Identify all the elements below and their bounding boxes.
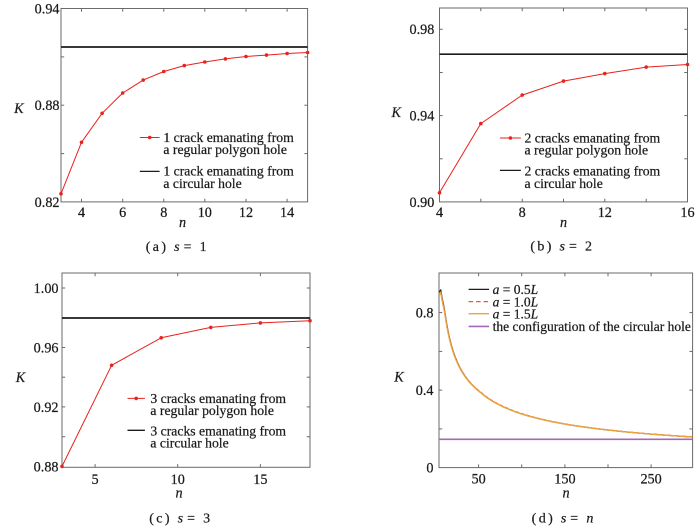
svg-text:8: 8 <box>160 205 167 221</box>
svg-text:5: 5 <box>92 472 99 488</box>
svg-text:K: K <box>15 370 27 386</box>
svg-text:n: n <box>175 486 182 502</box>
svg-text:K: K <box>13 101 25 117</box>
svg-text:1.00: 1.00 <box>34 281 59 297</box>
svg-text:250: 250 <box>640 472 661 488</box>
svg-text:K: K <box>393 369 405 385</box>
svg-text:( a ) s = 1: ( a ) s = 1 <box>146 240 207 255</box>
svg-text:16: 16 <box>680 205 694 221</box>
svg-text:3 cracks emanating from: 3 cracks emanating from <box>150 424 286 439</box>
svg-text:0.92: 0.92 <box>34 400 59 416</box>
svg-text:n: n <box>562 486 569 502</box>
svg-text:10: 10 <box>198 205 212 221</box>
svg-text:( c ) s = 3: ( c ) s = 3 <box>149 511 210 526</box>
svg-text:0.82: 0.82 <box>35 195 60 211</box>
svg-text:a circular hole: a circular hole <box>163 176 241 191</box>
svg-text:12: 12 <box>239 205 253 221</box>
svg-text:0.98: 0.98 <box>409 22 434 38</box>
svg-text:( b ) s = 2: ( b ) s = 2 <box>530 239 592 254</box>
svg-text:n: n <box>179 215 186 231</box>
svg-text:3 cracks emanating from: 3 cracks emanating from <box>150 391 286 406</box>
svg-text:a circular hole: a circular hole <box>150 436 228 451</box>
svg-text:K: K <box>390 105 402 121</box>
svg-text:6: 6 <box>119 205 126 221</box>
svg-text:a = 1.5L: a = 1.5L <box>493 306 539 321</box>
svg-text:a regular polygon hole: a regular polygon hole <box>163 142 287 157</box>
svg-text:the configuration of the circu: the configuration of the circular hole <box>493 319 691 334</box>
svg-text:0.4: 0.4 <box>416 383 434 399</box>
svg-text:0.90: 0.90 <box>409 195 434 211</box>
svg-text:( d ) s = n: ( d ) s = n <box>532 511 594 526</box>
svg-text:0: 0 <box>426 461 433 477</box>
svg-text:50: 50 <box>472 472 486 488</box>
svg-text:0.88: 0.88 <box>34 459 59 475</box>
svg-text:a = 0.5L: a = 0.5L <box>493 282 539 297</box>
svg-text:a = 1.0L: a = 1.0L <box>493 294 539 309</box>
svg-text:12: 12 <box>598 205 612 221</box>
svg-text:0.96: 0.96 <box>34 340 59 356</box>
svg-text:a regular polygon hole: a regular polygon hole <box>525 142 649 157</box>
svg-text:n: n <box>560 215 567 231</box>
svg-text:0.94: 0.94 <box>409 109 434 125</box>
svg-text:1 crack emanating from: 1 crack emanating from <box>163 130 294 145</box>
svg-text:2 cracks emanating from: 2 cracks emanating from <box>525 164 661 179</box>
svg-text:15: 15 <box>253 472 267 488</box>
svg-text:4: 4 <box>436 205 443 221</box>
svg-text:14: 14 <box>280 205 294 221</box>
svg-text:0.94: 0.94 <box>35 1 60 17</box>
svg-text:8: 8 <box>519 205 526 221</box>
svg-text:2 cracks emanating from: 2 cracks emanating from <box>525 130 661 145</box>
svg-text:4: 4 <box>78 205 85 221</box>
svg-text:150: 150 <box>554 472 575 488</box>
svg-text:0.8: 0.8 <box>416 306 434 322</box>
svg-text:0.88: 0.88 <box>35 98 60 114</box>
svg-text:a regular polygon hole: a regular polygon hole <box>150 403 274 418</box>
svg-text:a circular hole: a circular hole <box>525 176 603 191</box>
svg-text:10: 10 <box>171 472 185 488</box>
svg-text:1 crack emanating from: 1 crack emanating from <box>163 164 294 179</box>
